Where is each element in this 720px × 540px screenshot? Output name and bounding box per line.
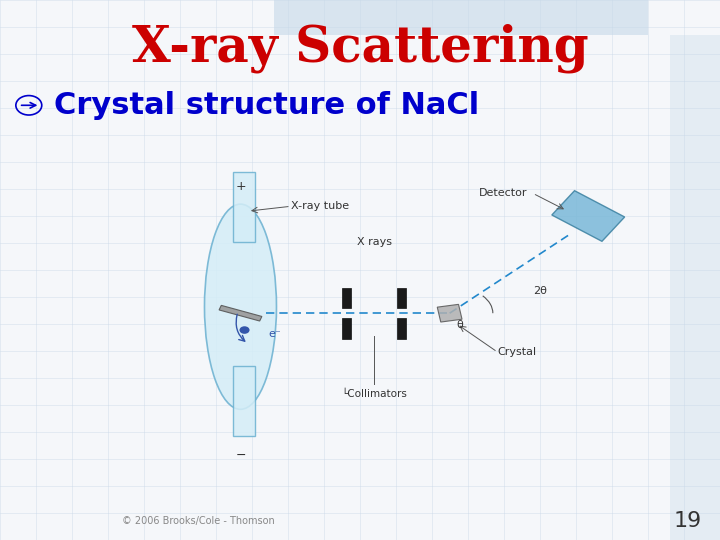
- Text: © 2006 Brooks/Cole - Thomson: © 2006 Brooks/Cole - Thomson: [122, 516, 275, 526]
- FancyBboxPatch shape: [233, 366, 255, 436]
- Text: Crystal: Crystal: [498, 347, 536, 357]
- Text: Crystal structure of NaCl: Crystal structure of NaCl: [54, 91, 480, 120]
- Polygon shape: [552, 191, 625, 241]
- Text: X-ray tube: X-ray tube: [291, 201, 349, 211]
- FancyBboxPatch shape: [670, 35, 720, 540]
- Text: +: +: [235, 180, 246, 193]
- Text: 19: 19: [673, 511, 702, 531]
- Text: X-ray Scattering: X-ray Scattering: [132, 24, 588, 73]
- Text: 2θ: 2θ: [533, 286, 546, 295]
- FancyBboxPatch shape: [397, 288, 407, 308]
- Text: └Collimators: └Collimators: [341, 389, 407, 399]
- Circle shape: [240, 326, 250, 334]
- Text: e⁻: e⁻: [268, 329, 281, 339]
- Text: θ: θ: [456, 320, 463, 329]
- Text: −: −: [235, 449, 246, 462]
- Text: X rays: X rays: [356, 237, 392, 247]
- Text: Detector: Detector: [480, 188, 528, 198]
- Ellipse shape: [204, 204, 276, 409]
- FancyBboxPatch shape: [397, 318, 407, 339]
- FancyBboxPatch shape: [274, 0, 648, 35]
- FancyBboxPatch shape: [233, 172, 255, 242]
- Polygon shape: [219, 306, 262, 321]
- Polygon shape: [437, 305, 462, 322]
- FancyBboxPatch shape: [341, 318, 351, 339]
- FancyBboxPatch shape: [341, 288, 351, 308]
